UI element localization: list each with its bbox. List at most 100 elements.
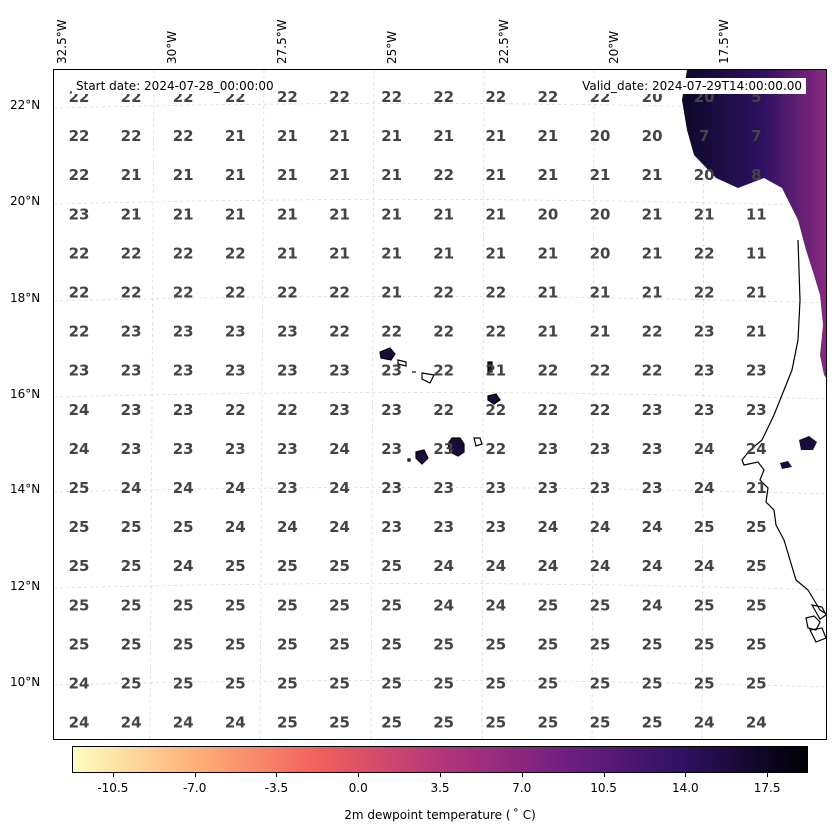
grid-value: 25: [277, 714, 298, 732]
latitude-label: 16°N: [10, 387, 41, 401]
grid-value: 25: [277, 596, 298, 614]
grid-value: 21: [537, 284, 558, 302]
mainland-shaded-region: [682, 70, 826, 378]
grid-value: 23: [694, 401, 715, 419]
start-date-label: Start date: 2024-07-28_00:00:00: [72, 78, 278, 94]
grid-value: 21: [485, 205, 506, 223]
colorbar-tick-label: -10.5: [97, 781, 129, 795]
grid-value: 21: [121, 205, 142, 223]
grid-value: 25: [485, 675, 506, 693]
grid-value: 25: [69, 557, 90, 575]
grid-value: 22: [69, 127, 90, 145]
colorbar-tick-label: 10.5: [590, 781, 617, 795]
grid-value: 25: [642, 714, 663, 732]
grid-value: 21: [746, 479, 767, 497]
grid-value: 25: [225, 557, 246, 575]
grid-value: 21: [277, 127, 298, 145]
grid-value: 25: [225, 675, 246, 693]
grid-value: 23: [433, 518, 454, 536]
grid-value: 22: [433, 362, 454, 380]
grid-value: 21: [485, 127, 506, 145]
grid-value: 22: [329, 284, 350, 302]
grid-value: 25: [121, 675, 142, 693]
grid-value: 25: [746, 557, 767, 575]
grid-value: 22: [485, 88, 506, 106]
grid-value: 21: [277, 166, 298, 184]
colorbar-tick-mark: [194, 773, 196, 777]
grid-value: 22: [121, 127, 142, 145]
grid-value: 25: [694, 635, 715, 653]
grid-value: 22: [173, 244, 194, 262]
grid-value: 23: [433, 479, 454, 497]
grid-value: 25: [746, 518, 767, 536]
grid-value: 23: [590, 479, 611, 497]
map-canvas: 22 22 22 22 22 22 22 22 22 22 22 20 20 5 22 22 22 21 21 21 2…: [54, 70, 826, 739]
grid-value: 25: [694, 675, 715, 693]
grid-value: 21: [277, 205, 298, 223]
dark-coastal-patches: [780, 436, 817, 469]
colorbar-tick-mark: [521, 773, 523, 777]
latitude-label: 12°N: [10, 579, 41, 593]
grid-value: 23: [121, 362, 142, 380]
latitude-label: 22°N: [10, 98, 41, 112]
grid-value: 22: [277, 88, 298, 106]
grid-value: 22: [590, 362, 611, 380]
grid-value: 23: [694, 362, 715, 380]
colorbar-tick-label: 3.5: [430, 781, 450, 795]
grid-value: 21: [485, 166, 506, 184]
grid-value: 25: [225, 596, 246, 614]
longitude-label: 30°W: [165, 30, 179, 64]
grid-value: 23: [329, 362, 350, 380]
grid-value: 21: [590, 323, 611, 341]
colorbar-tick-mark: [112, 773, 114, 777]
grid-value: 25: [329, 596, 350, 614]
grid-value: 22: [485, 401, 506, 419]
grid-value: 24: [485, 596, 506, 614]
grid-value: 25: [277, 635, 298, 653]
grid-value: 22: [537, 88, 558, 106]
grid-value: 23: [173, 323, 194, 341]
grid-value: 23: [642, 479, 663, 497]
grid-value: 24: [277, 518, 298, 536]
longitude-label: 22.5°W: [497, 19, 511, 64]
grid-value: 25: [537, 675, 558, 693]
grid-value: 21: [329, 166, 350, 184]
grid-value: 25: [329, 635, 350, 653]
grid-value: 25: [381, 675, 402, 693]
colorbar-tick-mark: [767, 773, 769, 777]
grid-value: 22: [537, 362, 558, 380]
grid-value: 23: [173, 362, 194, 380]
grid-value: 23: [642, 440, 663, 458]
grid-value: 25: [121, 596, 142, 614]
grid-value: 23: [537, 479, 558, 497]
grid-value: 25: [173, 675, 194, 693]
grid-value: 24: [121, 714, 142, 732]
grid-value: 25: [121, 635, 142, 653]
dewpoint-value-grid: 22 22 22 22 22 22 22 22 22 22 22 20 20 5 22 22 22 21 21 21 2…: [69, 88, 767, 732]
grid-value: 21: [485, 244, 506, 262]
grid-value: 21: [642, 284, 663, 302]
grid-value: 22: [69, 284, 90, 302]
grid-value: 24: [69, 440, 90, 458]
grid-value: 11: [746, 205, 767, 223]
grid-value: 25: [277, 675, 298, 693]
colorbar-tick-mark: [276, 773, 278, 777]
grid-value: 22: [381, 323, 402, 341]
grid-value: 21: [381, 166, 402, 184]
grid-value: 20: [590, 127, 611, 145]
grid-value: 23: [225, 362, 246, 380]
grid-value: 25: [746, 596, 767, 614]
grid-value: 25: [381, 596, 402, 614]
grid-value: 25: [69, 635, 90, 653]
grid-value: 24: [537, 557, 558, 575]
grid-value: 25: [537, 596, 558, 614]
grid-value: 22: [485, 284, 506, 302]
grid-value: 24: [173, 714, 194, 732]
longitude-label: 25°W: [385, 30, 399, 64]
grid-value: 25: [485, 714, 506, 732]
grid-value: 23: [433, 440, 454, 458]
grid-value: 25: [537, 635, 558, 653]
grid-value: 22: [277, 401, 298, 419]
grid-value: 25: [642, 635, 663, 653]
grid-value: 5: [751, 88, 761, 106]
